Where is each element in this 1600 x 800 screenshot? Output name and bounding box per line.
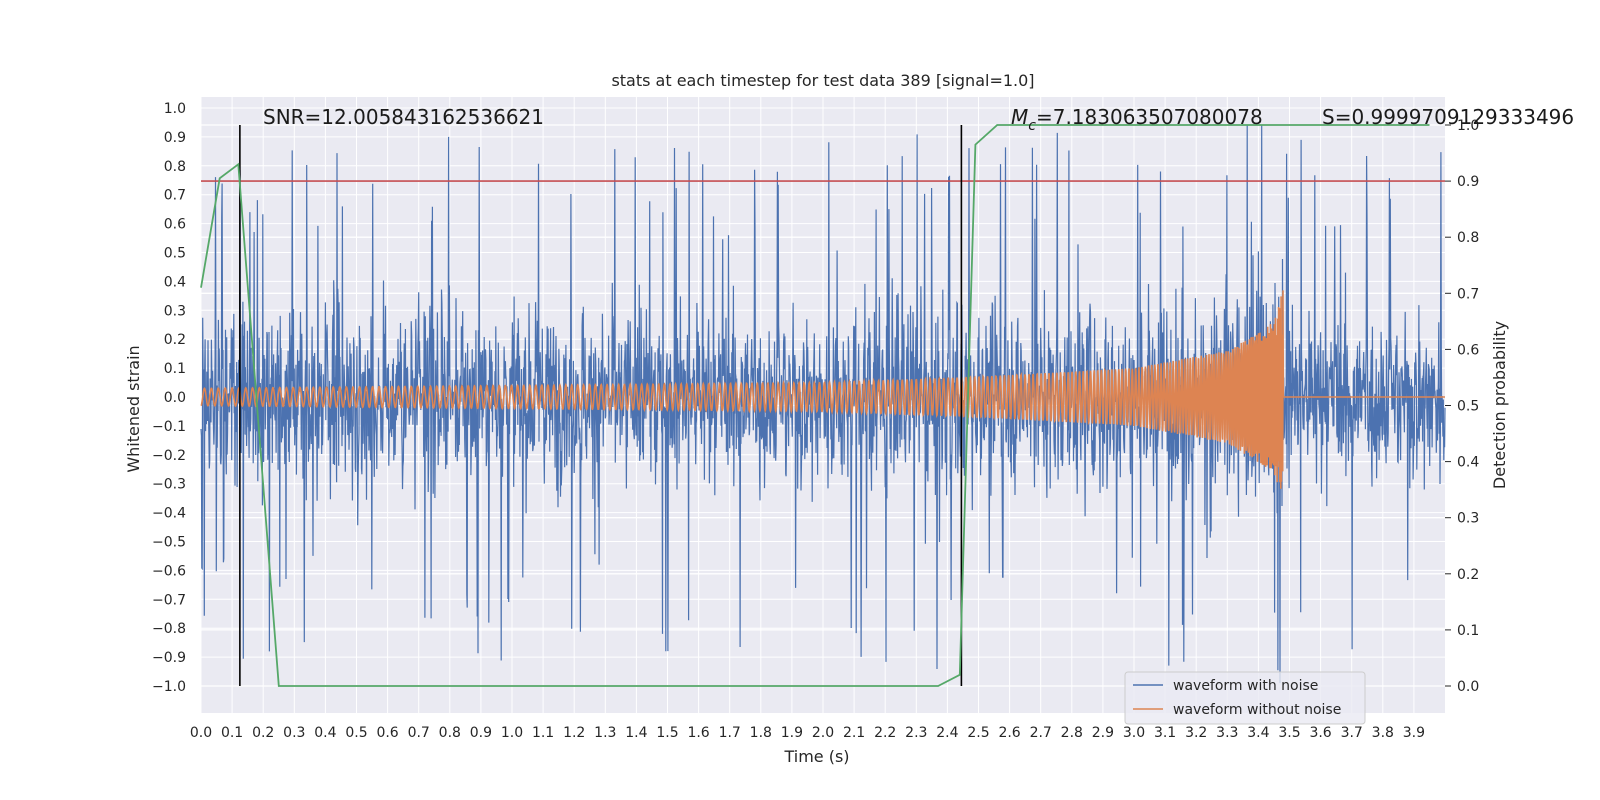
chart-title: stats at each timestep for test data 389… bbox=[611, 71, 1034, 90]
x-tick-label: 3.8 bbox=[1372, 725, 1394, 741]
x-tick-label: 1.7 bbox=[719, 725, 741, 741]
y-left-tick-label: 0.5 bbox=[164, 246, 186, 262]
x-tick-label: 0.5 bbox=[345, 725, 367, 741]
x-tick-label: 3.0 bbox=[1123, 725, 1145, 741]
x-tick-label: 3.9 bbox=[1403, 725, 1425, 741]
x-tick-label: 0.6 bbox=[376, 725, 398, 741]
x-tick-label: 2.8 bbox=[1061, 725, 1083, 741]
x-tick-label: 3.5 bbox=[1278, 725, 1300, 741]
legend-label-noisy: waveform with noise bbox=[1173, 678, 1318, 694]
x-tick-label: 1.6 bbox=[687, 725, 709, 741]
x-tick-label: 3.4 bbox=[1247, 725, 1269, 741]
x-tick-label: 0.8 bbox=[439, 725, 461, 741]
x-tick-label: 2.6 bbox=[998, 725, 1020, 741]
y-left-tick-label: 0.0 bbox=[164, 390, 186, 406]
y-left-tick-label: −0.8 bbox=[152, 621, 186, 637]
chirp-mass-annotation: Mc=7.183063507080078 bbox=[1011, 105, 1263, 134]
x-tick-label: 0.1 bbox=[221, 725, 243, 741]
chirp-mass-value: =7.183063507080078 bbox=[1036, 105, 1263, 129]
detection-probability-line bbox=[200, 124, 1430, 687]
y-left-tick-label: −0.6 bbox=[152, 563, 186, 579]
x-tick-label: 1.4 bbox=[625, 725, 647, 741]
y-left-tick-label: 0.3 bbox=[164, 303, 186, 319]
series-waveform-without-noise bbox=[200, 290, 1445, 489]
y-right-tick-label: 0.0 bbox=[1457, 679, 1479, 695]
x-tick-label: 1.5 bbox=[656, 725, 678, 741]
y-right-tick-label: 1.0 bbox=[1457, 118, 1479, 134]
x-tick-label: 2.5 bbox=[967, 725, 989, 741]
y-left-tick-label: 0.2 bbox=[164, 332, 186, 348]
y-right-tick-label: 0.4 bbox=[1457, 455, 1479, 471]
x-tick-label: 1.0 bbox=[501, 725, 523, 741]
y-left-tick-label: 1.0 bbox=[164, 101, 186, 117]
x-tick-label: 2.0 bbox=[812, 725, 834, 741]
x-tick-labels: 0.0 0.1 0.2 0.3 0.4 0.5 0.6 0.7 0.8 0.9 1.0 1.1 1.2 1… bbox=[190, 725, 1425, 741]
x-tick-label: 0.3 bbox=[283, 725, 305, 741]
x-tick-label: 0.9 bbox=[470, 725, 492, 741]
x-tick-label: 2.9 bbox=[1092, 725, 1114, 741]
chirp-mass-subscript: c bbox=[1028, 118, 1036, 134]
y-right-tick-label: 0.5 bbox=[1457, 399, 1479, 415]
legend-box bbox=[1124, 671, 1366, 725]
x-tick-label: 2.3 bbox=[905, 725, 927, 741]
chirp-mass-symbol: M bbox=[1011, 105, 1028, 129]
y-left-tick-label: −0.5 bbox=[152, 535, 186, 551]
y-left-tick-label: −0.1 bbox=[152, 419, 186, 435]
x-tick-label: 1.3 bbox=[594, 725, 616, 741]
x-tick-label: 1.1 bbox=[532, 725, 554, 741]
y-left-tick-label: −0.7 bbox=[152, 592, 186, 608]
x-tick-label: 3.7 bbox=[1341, 725, 1363, 741]
y-right-tick-label: 0.3 bbox=[1457, 511, 1479, 527]
y-right-tick-labels: 1.0 0.9 0.8 0.7 0.6 0.5 0.4 0.3 0.2 0.1 0.0 bbox=[1445, 118, 1479, 695]
x-tick-label: 3.6 bbox=[1309, 725, 1331, 741]
y-left-tick-labels: 1.0 0.9 0.8 0.7 0.6 0.5 0.4 0.3 0.2 0.1 0.0 −0.1 −0.… bbox=[152, 101, 186, 695]
y-right-axis-label: Detection probability bbox=[1490, 321, 1509, 489]
x-tick-label: 1.9 bbox=[781, 725, 803, 741]
x-tick-label: 0.4 bbox=[314, 725, 336, 741]
y-right-tick-label: 0.8 bbox=[1457, 230, 1479, 246]
x-tick-label: 3.1 bbox=[1154, 725, 1176, 741]
y-left-tick-label: 0.4 bbox=[164, 274, 186, 290]
x-tick-label: 0.7 bbox=[408, 725, 430, 741]
y-right-tick-label: 0.1 bbox=[1457, 623, 1479, 639]
clean-waveform-line bbox=[200, 290, 1445, 489]
y-left-axis-label: Whitened strain bbox=[124, 345, 143, 472]
y-left-tick-label: −1.0 bbox=[152, 679, 186, 695]
legend: waveform with noise waveform without noi… bbox=[1124, 671, 1366, 725]
y-left-tick-label: 0.8 bbox=[164, 159, 186, 175]
y-right-tick-label: 0.6 bbox=[1457, 342, 1479, 358]
x-tick-label: 3.3 bbox=[1216, 725, 1238, 741]
y-left-tick-label: 0.1 bbox=[164, 361, 186, 377]
x-tick-label: 2.1 bbox=[843, 725, 865, 741]
y-left-tick-label: 0.6 bbox=[164, 217, 186, 233]
y-right-tick-label: 0.9 bbox=[1457, 174, 1479, 190]
x-tick-label: 2.7 bbox=[1030, 725, 1052, 741]
x-tick-label: 3.2 bbox=[1185, 725, 1207, 741]
y-left-tick-label: 0.7 bbox=[164, 188, 186, 204]
x-tick-label: 2.4 bbox=[936, 725, 958, 741]
significance-annotation: S=0.9999709129333496 bbox=[1322, 105, 1574, 129]
x-axis-label: Time (s) bbox=[783, 747, 849, 766]
x-tick-label: 0.0 bbox=[190, 725, 212, 741]
legend-label-clean: waveform without noise bbox=[1173, 702, 1341, 718]
x-tick-label: 1.8 bbox=[750, 725, 772, 741]
snr-annotation: SNR=12.005843162536621 bbox=[263, 105, 544, 129]
y-left-tick-label: −0.4 bbox=[152, 506, 186, 522]
x-tick-label: 0.2 bbox=[252, 725, 274, 741]
y-right-tick-label: 0.7 bbox=[1457, 286, 1479, 302]
y-left-tick-label: −0.3 bbox=[152, 477, 186, 493]
y-left-tick-label: 0.9 bbox=[164, 130, 186, 146]
y-left-tick-label: −0.9 bbox=[152, 650, 186, 666]
series-detection-probability bbox=[200, 124, 1430, 687]
y-right-tick-label: 0.2 bbox=[1457, 567, 1479, 583]
x-tick-label: 2.2 bbox=[874, 725, 896, 741]
x-tick-label: 1.2 bbox=[563, 725, 585, 741]
y-left-tick-label: −0.2 bbox=[152, 448, 186, 464]
